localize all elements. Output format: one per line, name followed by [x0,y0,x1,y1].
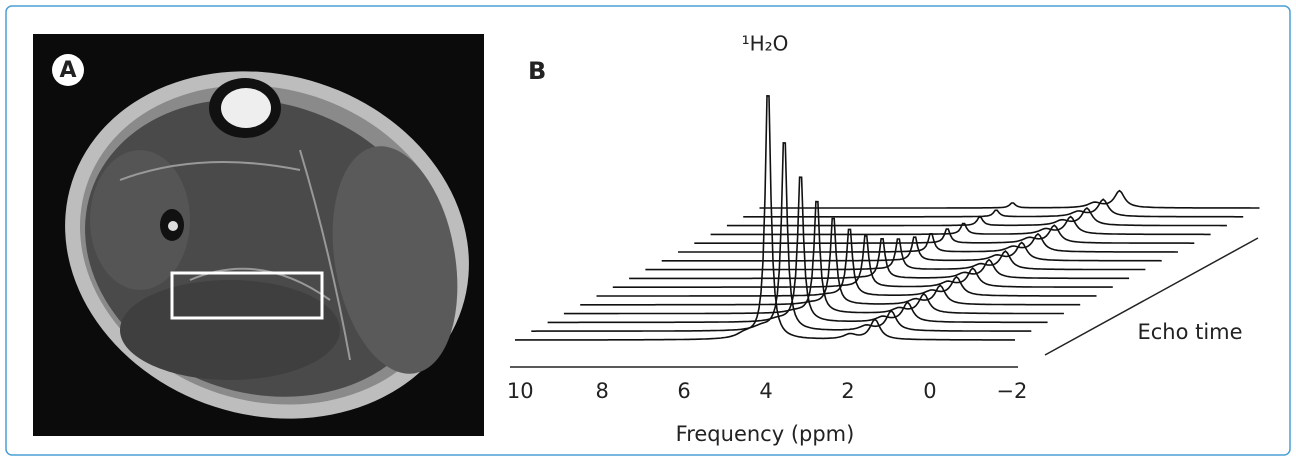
depth-axis-title: Echo time [1137,320,1242,344]
spectrum-trace [547,176,1048,324]
spectrum-trace [645,238,1146,271]
x-tick-label: 10 [507,379,534,403]
peak-label: ¹H₂O [742,32,789,56]
x-tick-label: 6 [677,379,690,403]
panel-label: B [528,57,546,85]
x-tick-label: 2 [841,379,854,403]
spectrum-trace [661,236,1162,262]
x-ticks: 10 8 6 4 2 0 −2 [507,379,1027,403]
x-tick-label: 8 [595,379,608,403]
spectrum-trace [531,142,1032,332]
x-tick-label: −2 [996,379,1027,403]
spectrum-trace [596,228,1097,297]
spectrum-trace [580,217,1081,306]
mri-image [33,34,484,436]
spectrum-trace [678,232,1178,253]
x-tick-label: 0 [923,379,936,403]
spectrum-trace [759,189,1260,209]
spectrum-trace [629,238,1130,280]
spectra [515,94,1260,341]
spectrum-trace [710,215,1211,236]
spectrum-trace [694,224,1195,244]
panel-label: A [59,58,76,83]
spectrum-trace [612,234,1113,288]
spectrum-trace [743,198,1244,218]
spectrum-trace [726,206,1227,227]
spectrum-trace [563,200,1064,315]
x-axis-title: Frequency (ppm) [676,422,855,446]
x-tick-label: 4 [759,379,772,403]
spectrum-trace [515,94,1015,341]
depth-axis-line [1044,237,1259,356]
